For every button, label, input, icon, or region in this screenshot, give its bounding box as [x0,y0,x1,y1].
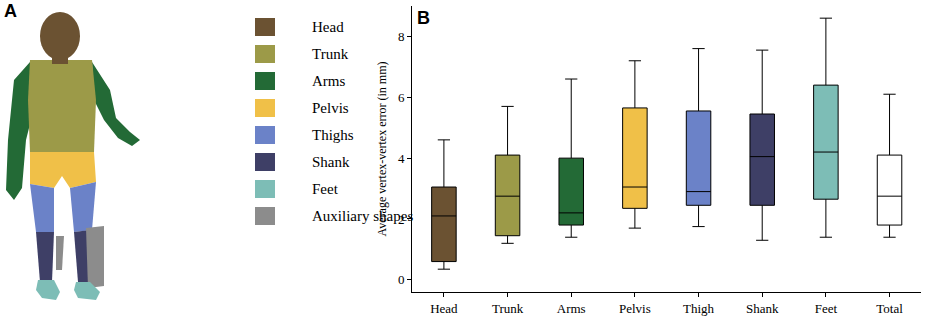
svg-text:Shank: Shank [746,301,779,316]
svg-text:Pelvis: Pelvis [312,100,349,116]
svg-text:Thighs: Thighs [312,127,354,143]
svg-text:B: B [417,8,430,28]
svg-text:Feet: Feet [815,301,838,316]
svg-text:Feet: Feet [312,181,339,197]
svg-text:Head: Head [430,301,458,316]
svg-text:Total: Total [876,301,903,316]
svg-text:Trunk: Trunk [492,301,524,316]
svg-text:Trunk: Trunk [312,46,349,62]
svg-text:Pelvis: Pelvis [619,301,651,316]
svg-text:Arms: Arms [312,73,345,89]
svg-text:6: 6 [398,90,405,105]
svg-text:Thigh: Thigh [683,301,715,316]
svg-text:Arms: Arms [557,301,586,316]
svg-text:Average vertex-vertex error (i: Average vertex-vertex error (in mm) [375,61,390,237]
svg-text:Auxiliary shapes: Auxiliary shapes [312,208,413,224]
svg-text:Head: Head [312,19,344,35]
svg-text:Shank: Shank [312,154,350,170]
svg-text:A: A [4,1,17,21]
svg-text:0: 0 [398,272,405,287]
svg-text:4: 4 [398,151,405,166]
svg-text:8: 8 [398,29,405,44]
